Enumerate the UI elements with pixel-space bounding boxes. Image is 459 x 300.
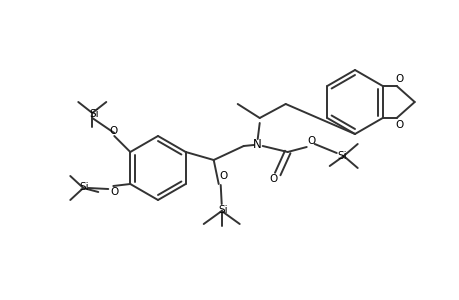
Text: O: O (219, 171, 227, 181)
Text: Si: Si (218, 205, 227, 215)
Text: O: O (395, 120, 403, 130)
Text: O: O (395, 74, 403, 84)
Text: O: O (307, 136, 315, 146)
Text: O: O (109, 126, 117, 136)
Text: O: O (269, 174, 277, 184)
Text: Si: Si (90, 109, 99, 119)
Text: N: N (253, 137, 262, 151)
Text: Si: Si (79, 182, 89, 192)
Text: O: O (110, 187, 118, 197)
Text: Si: Si (336, 151, 346, 161)
